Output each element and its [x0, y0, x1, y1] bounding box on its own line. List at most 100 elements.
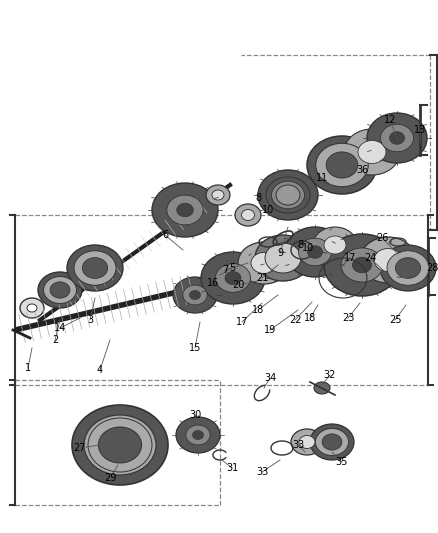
- Ellipse shape: [27, 304, 37, 312]
- Text: 24: 24: [364, 253, 376, 263]
- Ellipse shape: [396, 257, 420, 278]
- Text: 10: 10: [262, 205, 274, 215]
- Ellipse shape: [313, 227, 357, 263]
- Ellipse shape: [387, 251, 429, 285]
- Ellipse shape: [251, 253, 277, 273]
- Ellipse shape: [360, 237, 416, 283]
- Ellipse shape: [225, 271, 241, 285]
- Ellipse shape: [314, 382, 330, 394]
- Ellipse shape: [326, 152, 358, 178]
- Ellipse shape: [20, 298, 44, 318]
- Text: 12: 12: [384, 115, 396, 125]
- Ellipse shape: [324, 234, 400, 296]
- Text: 17: 17: [236, 317, 248, 327]
- Text: 6: 6: [162, 230, 168, 240]
- Ellipse shape: [192, 431, 204, 440]
- Text: 33: 33: [292, 440, 304, 450]
- Ellipse shape: [255, 235, 311, 281]
- Ellipse shape: [380, 245, 436, 291]
- Text: 34: 34: [264, 373, 276, 383]
- Text: 5: 5: [229, 263, 235, 273]
- Text: 4: 4: [97, 365, 103, 375]
- Ellipse shape: [50, 282, 70, 298]
- Text: 22: 22: [289, 315, 301, 325]
- Ellipse shape: [152, 183, 218, 237]
- Ellipse shape: [299, 238, 332, 266]
- Ellipse shape: [212, 190, 224, 200]
- Ellipse shape: [341, 248, 383, 282]
- Ellipse shape: [358, 141, 386, 164]
- Ellipse shape: [285, 227, 345, 277]
- Text: 8: 8: [297, 240, 303, 250]
- Ellipse shape: [280, 189, 296, 201]
- Text: 2: 2: [52, 335, 58, 345]
- Ellipse shape: [238, 242, 290, 284]
- Text: 30: 30: [189, 410, 201, 420]
- Ellipse shape: [276, 185, 300, 205]
- Ellipse shape: [167, 195, 203, 225]
- Ellipse shape: [72, 405, 168, 485]
- Text: 20: 20: [232, 280, 244, 290]
- Ellipse shape: [381, 124, 413, 152]
- Text: 23: 23: [342, 313, 354, 323]
- Text: 1: 1: [25, 363, 31, 373]
- Text: 8: 8: [255, 193, 261, 203]
- Text: 27: 27: [74, 443, 86, 453]
- Ellipse shape: [38, 272, 82, 308]
- Text: 18: 18: [252, 305, 264, 315]
- Ellipse shape: [67, 245, 123, 291]
- Text: 26: 26: [376, 233, 388, 243]
- Text: 15: 15: [189, 343, 201, 353]
- Ellipse shape: [258, 170, 318, 220]
- Ellipse shape: [177, 203, 193, 217]
- Ellipse shape: [235, 204, 261, 226]
- Text: 36: 36: [356, 165, 368, 175]
- Text: 35: 35: [336, 457, 348, 467]
- Text: 16: 16: [207, 278, 219, 288]
- Ellipse shape: [43, 277, 77, 303]
- Text: 29: 29: [104, 473, 116, 483]
- Ellipse shape: [74, 251, 116, 285]
- Ellipse shape: [186, 425, 210, 445]
- Ellipse shape: [322, 434, 342, 450]
- Ellipse shape: [272, 181, 304, 209]
- Ellipse shape: [315, 429, 349, 456]
- Ellipse shape: [206, 185, 230, 205]
- Ellipse shape: [176, 417, 220, 453]
- Ellipse shape: [316, 143, 368, 187]
- Ellipse shape: [82, 257, 108, 278]
- Text: 18: 18: [304, 313, 316, 323]
- Text: 25: 25: [389, 315, 401, 325]
- Text: 3: 3: [87, 315, 93, 325]
- Text: 17: 17: [344, 253, 356, 263]
- Ellipse shape: [299, 435, 315, 448]
- Text: 13: 13: [414, 125, 426, 135]
- Ellipse shape: [84, 415, 156, 475]
- Text: 19: 19: [264, 325, 276, 335]
- Ellipse shape: [241, 209, 254, 221]
- Ellipse shape: [307, 246, 322, 259]
- Ellipse shape: [367, 113, 427, 163]
- Ellipse shape: [310, 424, 354, 460]
- Text: 9: 9: [277, 248, 283, 258]
- Ellipse shape: [374, 248, 402, 271]
- Ellipse shape: [344, 129, 400, 175]
- Text: 14: 14: [54, 323, 66, 333]
- Ellipse shape: [99, 427, 141, 463]
- Ellipse shape: [307, 136, 377, 194]
- Ellipse shape: [215, 264, 251, 292]
- Ellipse shape: [201, 252, 265, 304]
- Text: 31: 31: [226, 463, 238, 473]
- Ellipse shape: [353, 257, 371, 273]
- Text: 32: 32: [324, 370, 336, 380]
- Text: 28: 28: [426, 263, 438, 273]
- Text: 7: 7: [222, 265, 228, 275]
- Ellipse shape: [183, 285, 207, 305]
- Text: 11: 11: [316, 173, 328, 183]
- Ellipse shape: [324, 236, 346, 254]
- Text: 10: 10: [302, 243, 314, 253]
- Text: 21: 21: [256, 273, 268, 283]
- Ellipse shape: [190, 290, 201, 300]
- Text: 33: 33: [256, 467, 268, 477]
- Ellipse shape: [389, 132, 405, 144]
